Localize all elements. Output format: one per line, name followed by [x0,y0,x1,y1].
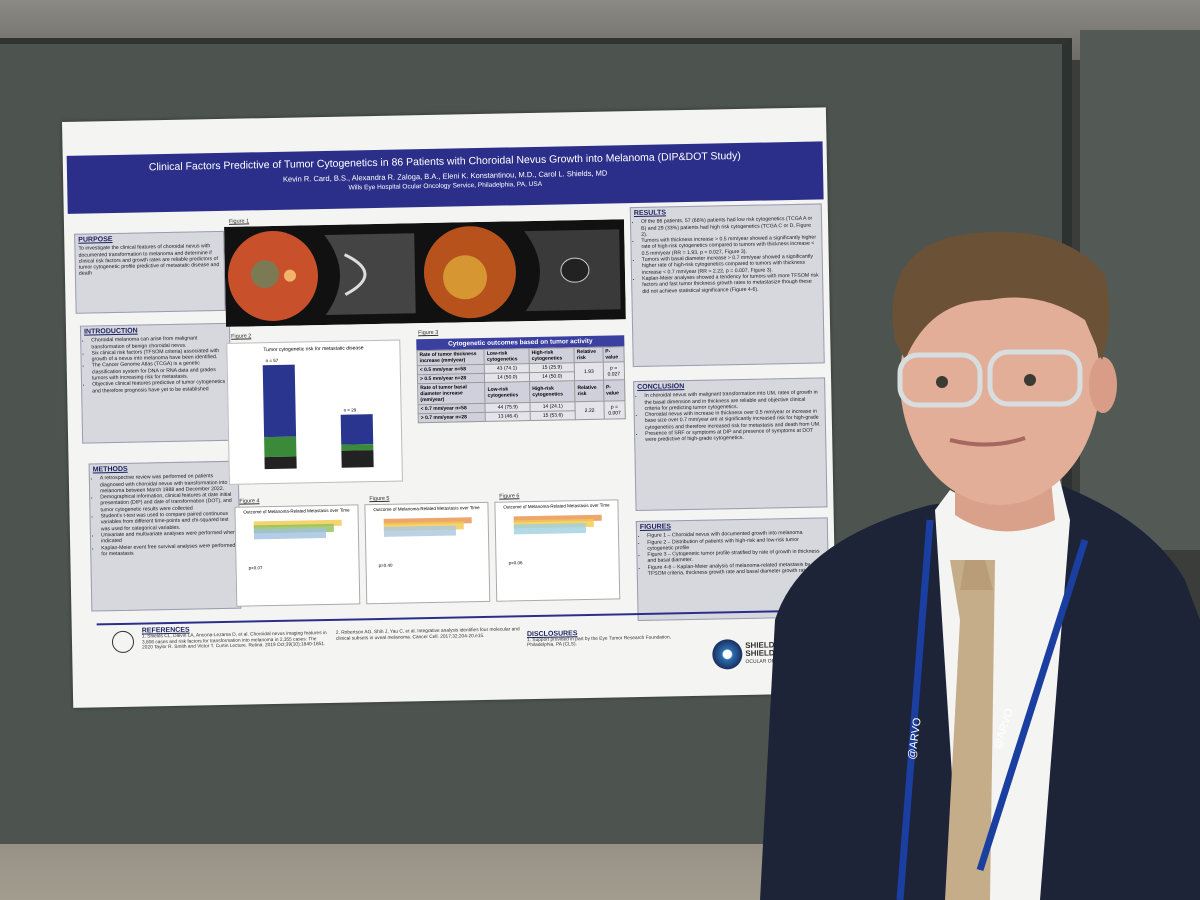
lanyard-text: @ARVO [906,717,924,761]
fundus-images [224,219,626,327]
ear [1089,357,1117,413]
lanyard [976,538,1089,872]
lanyard [896,519,934,900]
figure-1 [224,219,626,327]
tie-knot [960,560,993,590]
hair [892,231,1110,360]
mouth [949,436,1026,447]
tie [945,560,995,900]
glasses [897,352,983,408]
poster: Clinical Factors Predictive of Tumor Cyt… [62,107,838,708]
face [900,255,1100,505]
glasses [987,349,1083,407]
